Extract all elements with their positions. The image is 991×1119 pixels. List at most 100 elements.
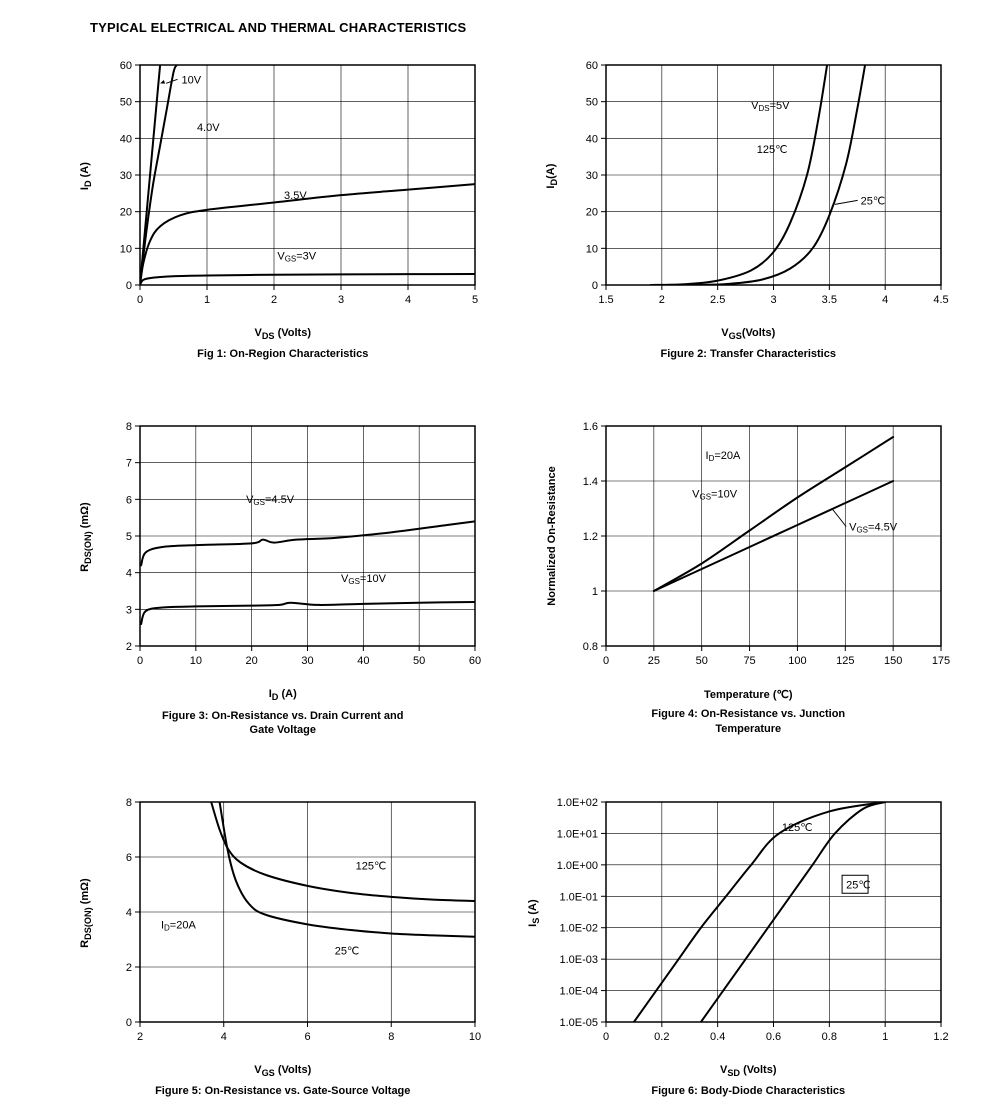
- svg-text:4.5: 4.5: [933, 294, 948, 306]
- svg-text:175: 175: [932, 655, 950, 667]
- svg-text:60: 60: [586, 60, 598, 72]
- chart-area-fig1: ID (A) 012345010203040506010V4.0V3.5VVGS…: [80, 55, 485, 325]
- xlabel-fig6: VSD (Volts): [720, 1064, 777, 1078]
- svg-text:VGS=10V: VGS=10V: [692, 489, 738, 502]
- svg-text:75: 75: [743, 655, 755, 667]
- svg-text:4: 4: [405, 294, 411, 306]
- svg-text:4: 4: [221, 1031, 227, 1043]
- svg-text:60: 60: [120, 60, 132, 72]
- caption-fig6: Figure 6: Body-Diode Characteristics: [651, 1084, 845, 1098]
- svg-text:10V: 10V: [182, 74, 202, 86]
- svg-text:7: 7: [126, 458, 132, 470]
- svg-text:40: 40: [357, 655, 369, 667]
- chart-fig3: RDS(ON) (mΩ) 01020304050602345678VGS=4.5…: [70, 416, 496, 737]
- svg-text:0: 0: [603, 655, 609, 667]
- svg-text:0.2: 0.2: [654, 1031, 669, 1043]
- svg-text:25℃: 25℃: [335, 946, 360, 958]
- svg-text:6: 6: [126, 495, 132, 507]
- chart-fig4: Normalized On-Resistance 025507510012515…: [536, 416, 962, 737]
- chart-area-fig5: RDS(ON) (mΩ) 24681002468ID=20A125℃25℃: [80, 792, 485, 1062]
- svg-text:1.4: 1.4: [582, 476, 597, 488]
- svg-text:2: 2: [126, 641, 132, 653]
- svg-text:2: 2: [126, 962, 132, 974]
- svg-text:2.5: 2.5: [710, 294, 725, 306]
- svg-text:8: 8: [388, 1031, 394, 1043]
- xlabel-fig3: ID (A): [269, 688, 297, 702]
- chart-grid: ID (A) 012345010203040506010V4.0V3.5VVGS…: [70, 55, 961, 1099]
- svg-text:1.0E-02: 1.0E-02: [559, 923, 598, 935]
- svg-text:2: 2: [137, 1031, 143, 1043]
- xlabel-fig1: VDS (Volts): [254, 327, 311, 341]
- caption-fig3: Figure 3: On-Resistance vs. Drain Curren…: [162, 709, 403, 738]
- svg-text:5: 5: [126, 531, 132, 543]
- svg-text:0: 0: [126, 1017, 132, 1029]
- svg-text:25℃: 25℃: [846, 880, 871, 892]
- svg-text:0: 0: [137, 655, 143, 667]
- svg-text:40: 40: [586, 133, 598, 145]
- caption-fig5: Figure 5: On-Resistance vs. Gate-Source …: [155, 1084, 410, 1098]
- page-title: TYPICAL ELECTRICAL AND THERMAL CHARACTER…: [90, 20, 961, 35]
- svg-text:125: 125: [836, 655, 854, 667]
- svg-text:1.6: 1.6: [582, 421, 597, 433]
- svg-text:ID=20A: ID=20A: [161, 920, 197, 933]
- plot-fig4: 02550751001251501750.811.21.41.6ID=20AVG…: [546, 416, 951, 686]
- svg-text:40: 40: [120, 133, 132, 145]
- svg-text:20: 20: [586, 207, 598, 219]
- svg-text:8: 8: [126, 797, 132, 809]
- svg-text:30: 30: [302, 655, 314, 667]
- svg-text:10: 10: [586, 243, 598, 255]
- svg-text:50: 50: [120, 97, 132, 109]
- caption-fig4: Figure 4: On-Resistance vs. JunctionTemp…: [651, 707, 845, 736]
- svg-text:3: 3: [338, 294, 344, 306]
- svg-text:0: 0: [137, 294, 143, 306]
- svg-text:6: 6: [305, 1031, 311, 1043]
- plot-fig3: 01020304050602345678VGS=4.5VVGS=10V: [80, 416, 485, 686]
- plot-fig5: 24681002468ID=20A125℃25℃: [80, 792, 485, 1062]
- svg-text:1.0E-01: 1.0E-01: [559, 892, 598, 904]
- caption-fig2: Figure 2: Transfer Characteristics: [661, 347, 836, 361]
- xlabel-fig4: Temperature (℃): [704, 688, 793, 701]
- svg-text:0: 0: [603, 1031, 609, 1043]
- caption-fig1: Fig 1: On-Region Characteristics: [197, 347, 368, 361]
- svg-text:4: 4: [126, 568, 132, 580]
- svg-text:1.0E+02: 1.0E+02: [556, 797, 597, 809]
- svg-text:1: 1: [204, 294, 210, 306]
- svg-text:20: 20: [120, 207, 132, 219]
- chart-fig5: RDS(ON) (mΩ) 24681002468ID=20A125℃25℃ VG…: [70, 792, 496, 1098]
- svg-text:150: 150: [884, 655, 902, 667]
- svg-text:1: 1: [592, 586, 598, 598]
- svg-text:5: 5: [472, 294, 478, 306]
- chart-area-fig4: Normalized On-Resistance 025507510012515…: [546, 416, 951, 686]
- chart-area-fig3: RDS(ON) (mΩ) 01020304050602345678VGS=4.5…: [80, 416, 485, 686]
- svg-text:ID=20A: ID=20A: [705, 450, 741, 463]
- svg-text:1.0E-04: 1.0E-04: [559, 986, 598, 998]
- svg-text:VGS=3V: VGS=3V: [278, 250, 317, 263]
- svg-text:25℃: 25℃: [860, 195, 885, 207]
- svg-text:4: 4: [882, 294, 888, 306]
- plot-fig6: 00.20.40.60.811.21.0E-051.0E-041.0E-031.…: [546, 792, 951, 1062]
- svg-text:VDS=5V: VDS=5V: [751, 100, 790, 113]
- svg-text:0.4: 0.4: [710, 1031, 725, 1043]
- xlabel-fig5: VGS (Volts): [254, 1064, 311, 1078]
- svg-text:2: 2: [659, 294, 665, 306]
- svg-text:1.0E-03: 1.0E-03: [559, 954, 598, 966]
- svg-text:10: 10: [120, 243, 132, 255]
- svg-text:25: 25: [647, 655, 659, 667]
- svg-text:100: 100: [788, 655, 806, 667]
- plot-fig2: 1.522.533.544.50102030405060VDS=5V125℃25…: [546, 55, 951, 325]
- chart-area-fig6: IS (A) 00.20.40.60.811.21.0E-051.0E-041.…: [546, 792, 951, 1062]
- svg-text:0: 0: [126, 280, 132, 292]
- svg-text:50: 50: [413, 655, 425, 667]
- svg-text:3: 3: [770, 294, 776, 306]
- svg-text:30: 30: [586, 170, 598, 182]
- svg-text:0.8: 0.8: [582, 641, 597, 653]
- svg-text:1.0E-05: 1.0E-05: [559, 1017, 598, 1029]
- ylabel-fig6: IS (A): [527, 900, 541, 928]
- svg-text:3.5V: 3.5V: [284, 190, 307, 202]
- svg-text:VGS=4.5V: VGS=4.5V: [246, 494, 295, 507]
- svg-text:1.0E+00: 1.0E+00: [556, 860, 597, 872]
- svg-text:3: 3: [126, 605, 132, 617]
- chart-area-fig2: ID(A) 1.522.533.544.50102030405060VDS=5V…: [546, 55, 951, 325]
- svg-text:8: 8: [126, 421, 132, 433]
- chart-fig6: IS (A) 00.20.40.60.811.21.0E-051.0E-041.…: [536, 792, 962, 1098]
